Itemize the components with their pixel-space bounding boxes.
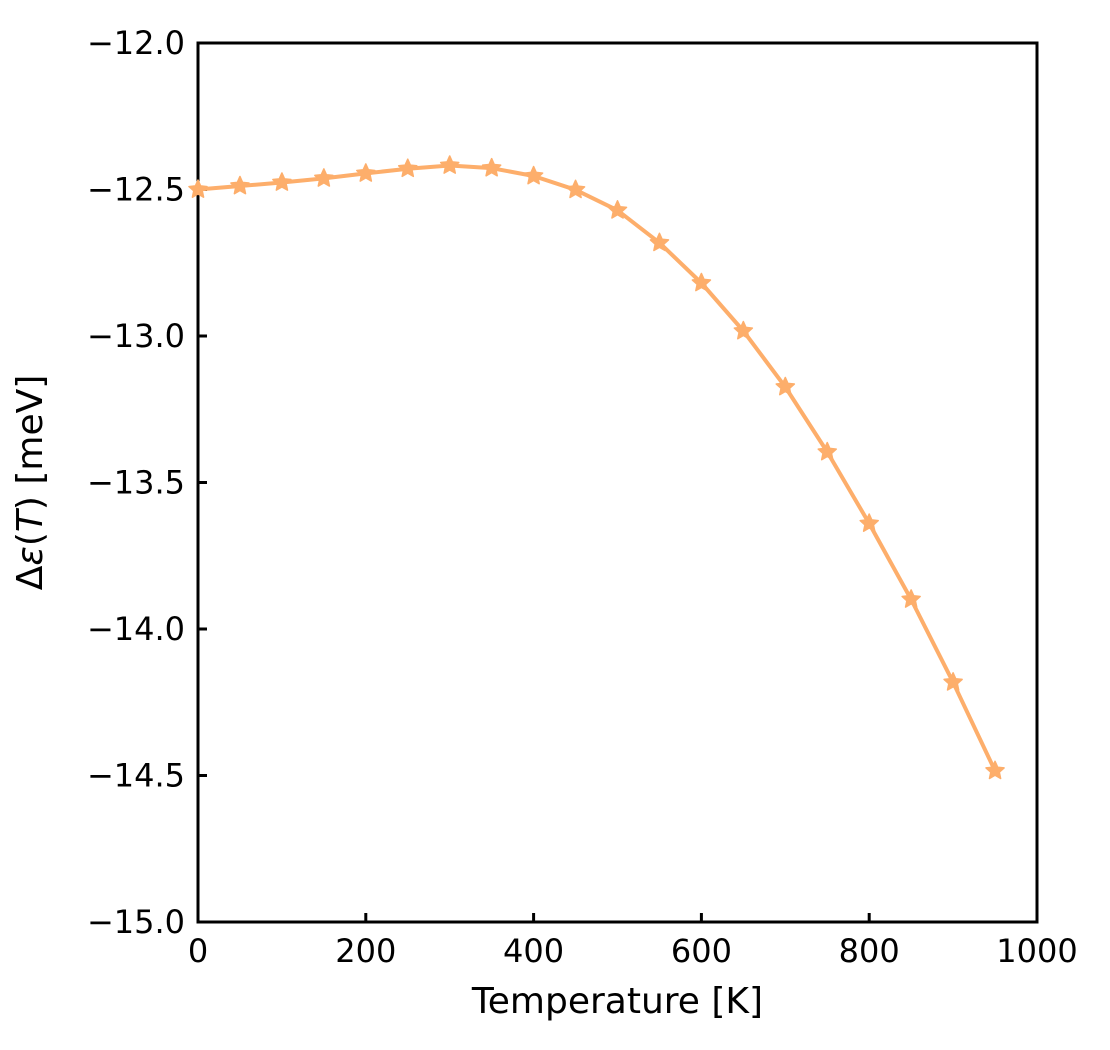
data-point-marker bbox=[314, 168, 334, 187]
y-tick-label: −15.0 bbox=[87, 903, 185, 941]
data-point-marker bbox=[649, 232, 670, 252]
x-tick-label: 1000 bbox=[996, 932, 1077, 970]
data-point-marker bbox=[859, 513, 879, 532]
data-point-marker bbox=[943, 672, 963, 691]
data-line bbox=[196, 163, 997, 773]
y-tick-label: −12.0 bbox=[87, 24, 185, 62]
data-point-marker bbox=[733, 320, 754, 340]
data-point-marker bbox=[356, 163, 376, 182]
x-tick-label: 800 bbox=[839, 932, 900, 970]
data-point-marker bbox=[272, 172, 292, 191]
y-tick-label: −14.5 bbox=[87, 757, 185, 795]
y-tick-label: −14.0 bbox=[87, 610, 185, 648]
plot-border bbox=[196, 41, 1039, 924]
y-tick-label: −12.5 bbox=[87, 171, 185, 209]
data-point-marker bbox=[901, 589, 921, 608]
data-point-marker bbox=[775, 376, 796, 396]
data-point-markers bbox=[188, 155, 1005, 780]
data-point-marker bbox=[691, 272, 712, 292]
data-point-marker bbox=[523, 165, 544, 185]
x-tick-label: 600 bbox=[671, 932, 732, 970]
data-point-marker bbox=[439, 155, 460, 174]
x-tick-labels: 0 200 400 600 800 1000 bbox=[188, 932, 1078, 970]
x-tick-label: 200 bbox=[335, 932, 396, 970]
data-point-marker bbox=[607, 200, 628, 219]
data-point-marker bbox=[817, 441, 838, 461]
data-point-marker bbox=[397, 158, 418, 178]
y-tick-label: −13.0 bbox=[87, 317, 185, 355]
y-tick-labels: −12.0 −12.5 −13.0 −13.5 −14.0 −14.5 −15.0 bbox=[87, 24, 185, 941]
x-axis-label: Temperature [K] bbox=[471, 981, 763, 1022]
data-point-marker bbox=[188, 179, 208, 198]
x-tick-label: 0 bbox=[188, 932, 208, 970]
data-point-marker bbox=[985, 760, 1005, 780]
data-point-marker bbox=[481, 157, 502, 177]
y-axis-label: Δε(T) [meV] bbox=[10, 375, 51, 591]
x-tick-label: 400 bbox=[503, 932, 564, 970]
data-point-marker bbox=[230, 175, 250, 195]
y-tick-label: −13.5 bbox=[87, 464, 185, 502]
data-point-marker bbox=[565, 179, 586, 199]
